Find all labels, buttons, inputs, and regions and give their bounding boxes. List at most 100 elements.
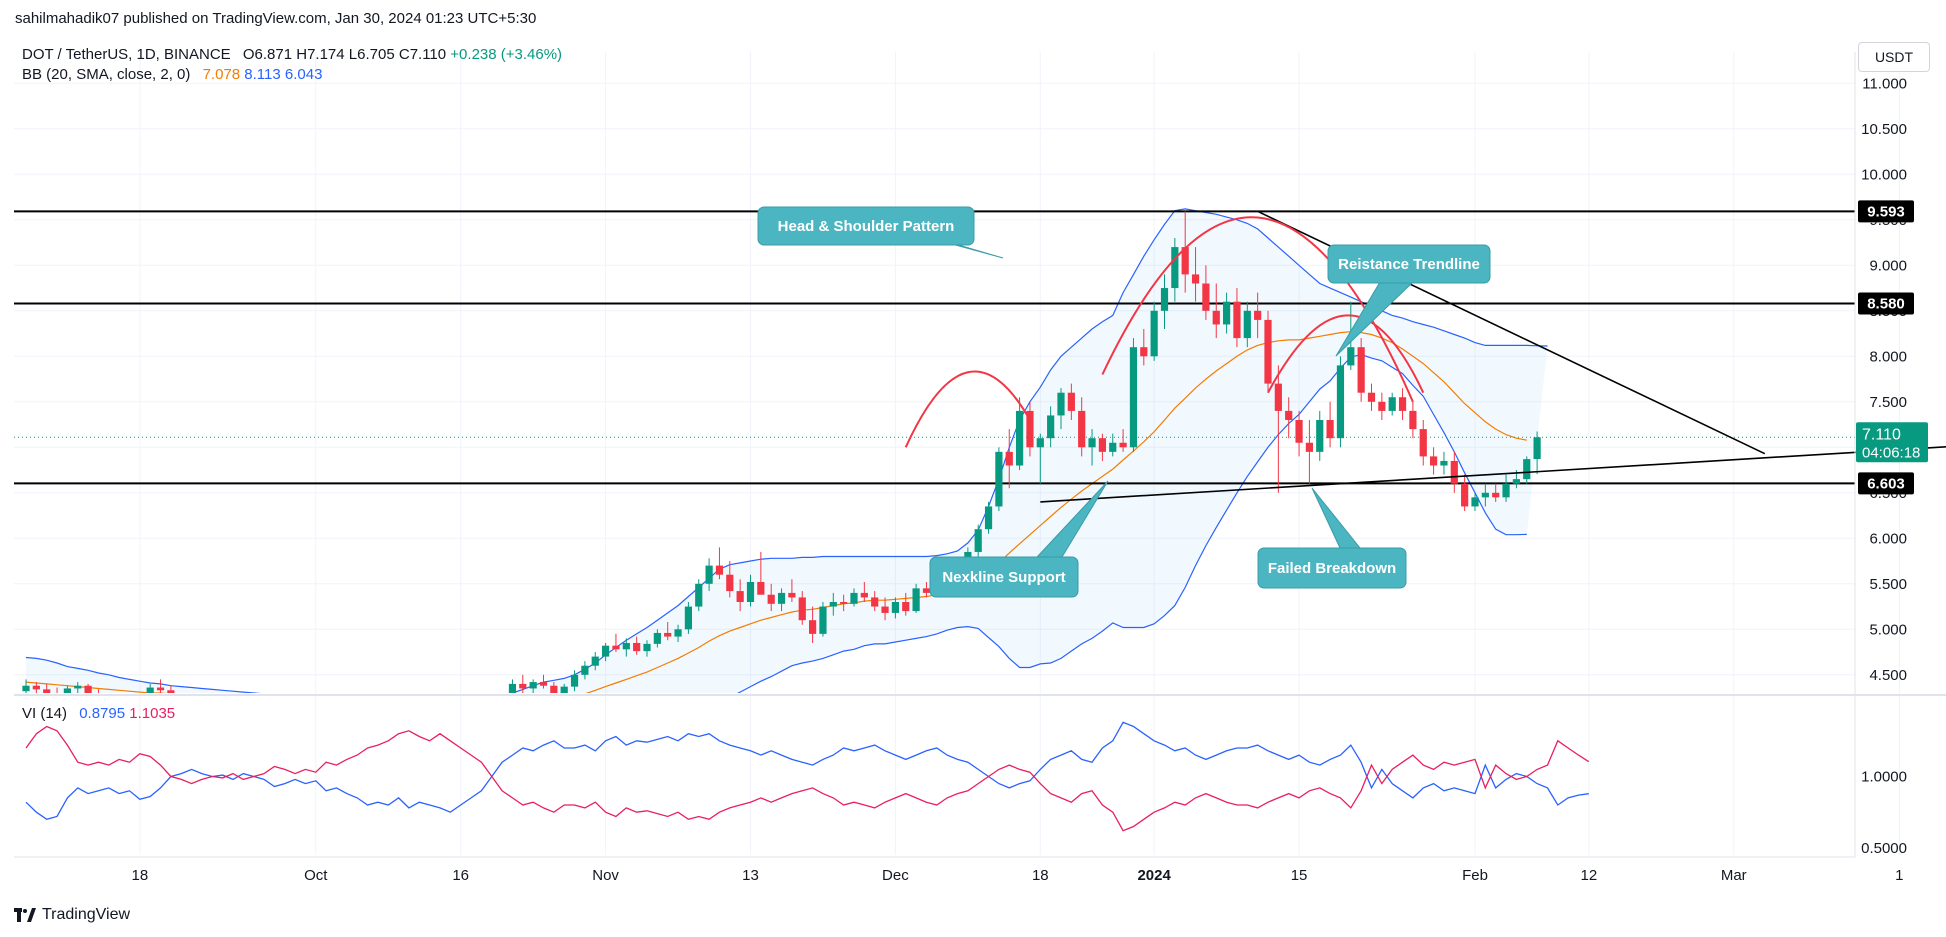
candle-body [1181,247,1189,275]
ohlc-open: O6.871 [242,46,293,63]
candle-body [219,699,226,704]
candle-body [736,591,744,602]
neckline-trendline [1040,446,1946,503]
candle-body [529,682,537,689]
vi-y-tick-label: 1.0000 [1861,769,1907,786]
candle-body [1347,347,1355,366]
level-price-badge [1858,472,1914,495]
candle-body [1285,410,1293,420]
candle-body [560,686,568,693]
bb-upper-value: 8.113 [244,66,281,83]
candle-body [488,699,495,701]
callout-text: Head & Shoulder Pattern [778,218,955,235]
candle-body [922,588,931,593]
bb-basis-line [25,331,1527,693]
currency-button[interactable]: USDT [1858,42,1930,72]
bb-label[interactable]: BB (20, SMA, close, 2, 0) [22,66,191,83]
candle-body [436,708,443,710]
bollinger-bands [25,208,1548,693]
y-tick-label: 6.000 [1869,530,1907,547]
candle-body [1016,410,1024,466]
vi-label[interactable]: VI (14) [22,705,68,722]
vi-plus-line [25,721,1589,821]
candle-body [664,632,672,637]
head-shoulder-callout: Head & Shoulder Pattern [757,206,1004,259]
candle-body [881,606,889,613]
vortex-indicator [25,721,1590,832]
candle-body [1119,442,1127,448]
candle-body [188,700,195,702]
candle-body [1088,438,1096,448]
candle-body [105,698,112,702]
candle-body [995,451,1003,507]
candle-body [1026,410,1034,448]
candle-body [1440,460,1448,466]
price-change: +0.238 (+3.46%) [450,46,563,63]
ohlc-low: L6.705 [348,46,395,63]
candle-body [860,592,868,598]
candle-body [1326,420,1334,439]
candle-body [1471,497,1479,507]
candle-body [302,717,309,719]
candle-body [1191,274,1200,284]
candle-body [602,645,610,657]
callout-box [1327,244,1491,284]
level-price-label: 8.580 [1867,296,1905,313]
annotations[interactable]: Head & Shoulder Pattern Reistance Trendli… [757,206,1491,598]
candle-body [240,706,247,708]
y-tick-label: 5.500 [1869,576,1907,593]
level-price-badge [1858,292,1914,315]
publish-attribution: sahilmahadik07 published on TradingView.… [15,10,537,27]
resistance-callout: Reistance Trendline [1327,244,1491,357]
x-tick-label: Feb [1462,867,1488,884]
bb-legend: BB (20, SMA, close, 2, 0) 7.078 8.113 6.… [22,66,322,83]
candle-body [622,642,630,650]
candle-body [467,703,474,705]
candle-body [508,683,517,693]
candle-body [653,632,661,644]
candle-body [539,682,548,686]
symbol-name[interactable]: DOT / TetherUS, 1D, BINANCE [22,46,231,63]
candle-body [1336,365,1345,439]
candle-body [902,602,910,612]
candle-body [1243,310,1251,339]
candle-body [1357,347,1365,393]
x-tick-label: 13 [742,867,759,884]
candle-body [726,574,734,592]
candle-body [1367,392,1376,402]
candle-body [1005,451,1013,466]
candle-body [478,701,485,703]
candle-body [323,720,330,722]
failed-breakdown-callout: Failed Breakdown [1257,487,1407,589]
candle-body [1140,347,1148,357]
candle-body [1305,442,1313,452]
candle-body [1450,460,1458,484]
y-tick-label: 10.000 [1861,166,1907,183]
candle-body [840,602,848,604]
candle-body [209,696,216,700]
callout-box [1257,547,1407,589]
bb-lower-value: 6.043 [284,66,323,83]
callout-text: Nexkline Support [942,569,1065,586]
vi-legend: VI (14) 0.8795 1.1035 [22,705,175,722]
candle-body [416,712,423,714]
candle-body [74,685,82,689]
bb-lower-line [737,353,1527,693]
x-tick-label: Mar [1721,867,1747,884]
candle-body [63,688,71,693]
x-tick-label: 2024 [1137,867,1171,884]
candle-body [715,565,724,575]
candle-body [1150,310,1158,357]
horizontal-levels[interactable] [14,210,1855,485]
candle-body [674,629,682,637]
callout-box [929,556,1079,598]
candle-body [260,709,267,711]
candle-body [1233,301,1241,339]
candlesticks [22,211,1541,722]
y-tick-label: 9.000 [1869,257,1907,274]
callout-text: Failed Breakdown [1268,560,1396,577]
tradingview-brand-label: TradingView [42,906,131,923]
candle-body [809,620,817,634]
candle-body [819,606,827,634]
